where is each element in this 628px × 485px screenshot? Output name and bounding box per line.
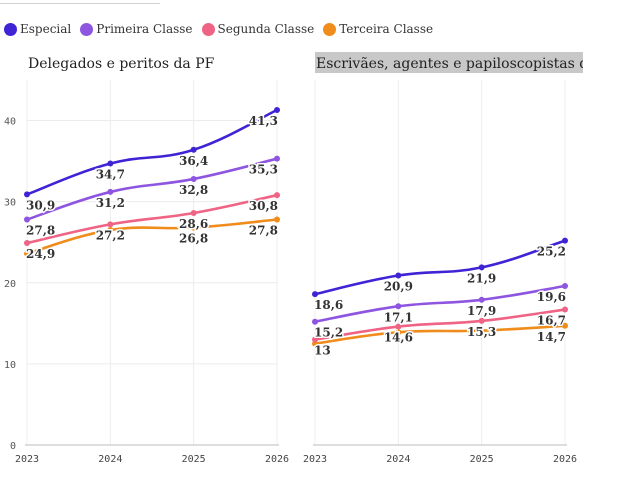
data-point (478, 317, 485, 324)
data-label: 32,8 (179, 183, 208, 197)
data-label: 24,9 (26, 247, 55, 261)
data-label: 26,8 (179, 232, 208, 246)
data-label: 31,2 (96, 196, 125, 210)
data-point (562, 306, 568, 313)
y-tick-label: 30 (4, 198, 16, 209)
data-point (562, 283, 568, 290)
data-point (107, 160, 114, 167)
y-tick-label: 0 (10, 441, 16, 452)
data-label: 27,8 (249, 224, 278, 238)
legend-item-segunda-classe[interactable]: Segunda Classe (201, 22, 315, 36)
data-point (395, 329, 402, 336)
legend-item-terceira-classe[interactable]: Terceira Classe (323, 22, 433, 36)
legend: Especial Primeira Classe Segunda Classe … (4, 22, 442, 36)
data-point (24, 191, 30, 198)
series-line-4 (25, 218, 279, 255)
data-point (190, 210, 197, 217)
legend-swatch-especial (4, 22, 17, 36)
data-point (107, 188, 114, 195)
legend-item-primeira-classe[interactable]: Primeira Classe (80, 22, 193, 36)
legend-swatch-primeira-classe (80, 22, 94, 36)
series-line-1 (25, 108, 279, 196)
data-label: 20,9 (384, 279, 413, 293)
data-label: 35,3 (249, 163, 278, 177)
data-label: 19,6 (537, 290, 566, 304)
data-point (395, 272, 402, 279)
series-line-2 (313, 284, 567, 324)
chart-title: Delegados e peritos da PF (28, 56, 215, 72)
series-line-1 (313, 239, 567, 296)
data-label: 14,6 (384, 331, 413, 345)
series-line-3 (313, 308, 567, 341)
data-point (312, 318, 318, 325)
data-point (24, 216, 30, 223)
data-point (562, 322, 568, 329)
data-point (274, 107, 280, 114)
data-label: 13 (314, 344, 331, 358)
data-label: 18,6 (314, 298, 343, 312)
data-label: 14,7 (537, 330, 566, 344)
series-line-3 (25, 193, 279, 245)
data-label: 15,2 (314, 326, 343, 340)
data-point (190, 175, 197, 182)
data-label: 27,2 (96, 228, 125, 242)
chart-panel-2: 2023 2024 2025 2026 Escrivães, agentes e pap… (303, 52, 620, 465)
data-point (107, 227, 114, 234)
data-label: 25,2 (537, 245, 566, 259)
data-point (274, 155, 280, 162)
chart-title-highlight (315, 52, 583, 73)
series-line-2 (25, 157, 279, 221)
legend-swatch-segunda-classe (201, 22, 215, 36)
data-label: 30,8 (249, 199, 278, 213)
data-point (274, 216, 280, 223)
data-point (395, 303, 402, 310)
legend-label: Primeira Classe (96, 22, 193, 36)
chart-panel-1: 0 10 20 30 40 2023 2024 2025 2026 Delegados e per… (4, 56, 289, 465)
x-tick-label: 2025 (182, 454, 206, 465)
data-point (274, 192, 280, 199)
data-label: 27,8 (26, 224, 55, 238)
data-label: 28,6 (179, 217, 208, 231)
legend-label: Segunda Classe (217, 22, 315, 36)
data-label: 16,7 (537, 314, 566, 328)
data-point (478, 327, 485, 334)
legend-swatch-terceira-classe (323, 22, 337, 36)
data-label: 17,1 (384, 310, 413, 324)
data-point (24, 250, 30, 257)
series-line-4 (313, 324, 567, 345)
data-label: 17,9 (467, 304, 496, 318)
legend-label: Especial (20, 22, 72, 36)
y-tick-label: 10 (4, 360, 16, 371)
data-point (190, 224, 197, 231)
x-tick-label: 2024 (386, 454, 410, 465)
y-tick-label: 40 (4, 117, 16, 128)
data-point (478, 296, 485, 303)
data-point (107, 221, 114, 228)
data-label: 36,4 (179, 154, 208, 168)
legend-item-especial[interactable]: Especial (4, 22, 71, 36)
data-point (190, 146, 197, 153)
data-point (24, 240, 30, 247)
x-tick-label: 2023 (15, 454, 39, 465)
data-label: 41,3 (249, 114, 278, 128)
data-label: 15,3 (467, 325, 496, 339)
y-tick-label: 20 (4, 279, 16, 290)
data-point (395, 323, 402, 330)
top-divider (0, 3, 160, 4)
data-label: 21,9 (467, 271, 496, 285)
x-tick-label: 2024 (98, 454, 122, 465)
x-tick-label: 2026 (265, 454, 289, 465)
x-tick-label: 2023 (303, 454, 327, 465)
data-label: 30,9 (26, 198, 55, 212)
x-tick-label: 2026 (553, 454, 577, 465)
chart-title: Escrivães, agentes e papiloscopistas da … (316, 56, 620, 72)
data-label: 34,7 (96, 168, 125, 182)
data-point (312, 291, 318, 298)
data-point (312, 336, 318, 343)
data-point (562, 237, 568, 244)
data-point (478, 264, 485, 271)
x-tick-label: 2025 (470, 454, 494, 465)
legend-label: Terceira Classe (339, 22, 434, 36)
